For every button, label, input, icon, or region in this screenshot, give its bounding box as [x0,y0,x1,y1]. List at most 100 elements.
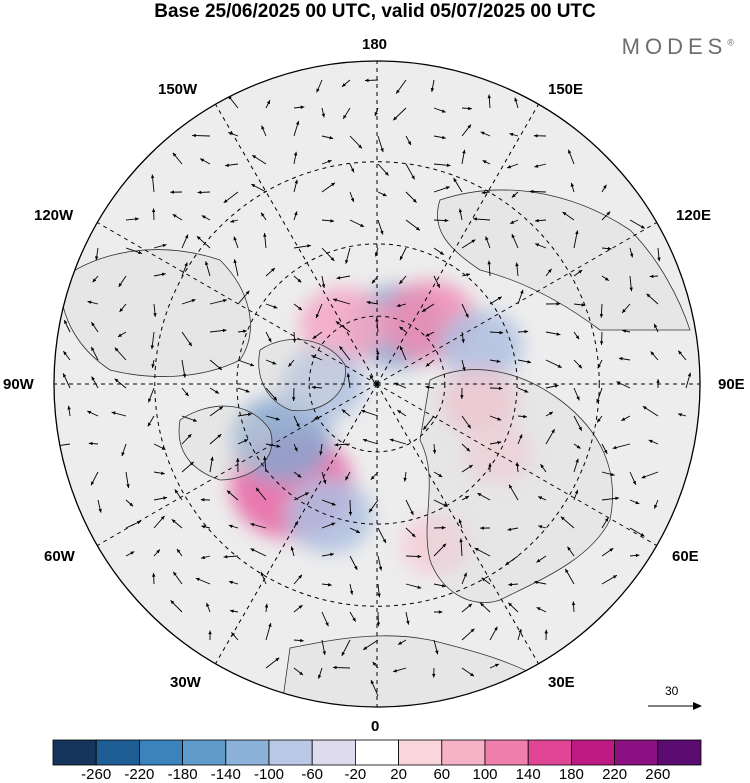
wind-vector-head [629,287,633,292]
wind-vector-head [369,375,374,380]
anomaly-blob [285,477,373,554]
wind-vector-head [508,602,513,607]
wind-vector-head [603,449,608,454]
wind-vector-head [384,171,389,176]
wind-vector-head [231,632,236,637]
wind-vector-head [345,476,349,481]
wind-vector-head [507,527,512,532]
wind-vector-head [507,165,512,169]
wind-vector-head [468,464,473,469]
wind-vector-head [185,392,189,397]
wind-vector-head [462,366,466,371]
colorbar-segment [527,739,572,766]
wind-vector-head [474,548,479,552]
wind-vector-head [91,376,95,381]
wind-vector-head [465,313,469,318]
wind-vector-head [425,333,430,337]
wind-vector-head [394,382,399,386]
wind-vector-head [331,182,335,187]
wind-vector-head [230,219,235,223]
wind-vector-head [151,363,155,368]
wind-vector-head [297,278,302,283]
wind-vector-head [273,396,277,401]
lon-label-0: 0 [371,718,380,735]
wind-vector-head [173,571,177,576]
wind-vector-head [459,538,463,543]
wind-vector-head [245,290,250,295]
registered-mark: ® [727,37,734,48]
wind-vector-head [403,477,407,482]
colorbar-tick-label: -180 [167,766,198,783]
wind-vector-head [360,223,365,227]
wind-vector-head [119,308,124,313]
wind-vector-head [91,322,95,327]
colorbar-tick-label: 100 [472,766,498,783]
wind-vector-head [153,313,157,317]
wind-vector-head [161,272,166,277]
wind-vector-head [515,262,519,267]
lon-label-60e: 60E [672,548,699,565]
wind-vector-head [417,554,422,559]
wind-vector-head [575,335,580,340]
wind-vector-head [189,461,194,466]
wind-vector-head [295,120,300,125]
wind-vector-head [294,447,298,452]
wind-vector-head [534,218,539,223]
wind-vector-head [480,526,484,530]
wind-vector-head [126,484,130,488]
wind-vector-head [425,362,430,367]
wind-vector-head [607,246,612,251]
wind-vector-head [188,342,192,347]
wind-vector-head [557,364,562,368]
wind-vector-head [441,584,446,588]
lon-label-90w: 90W [3,376,34,393]
wind-vector-head [251,184,256,188]
wind-vector-head [317,674,322,679]
wind-vector-head [228,524,233,528]
wind-vector-head [436,283,440,288]
wind-vector-head [487,94,492,99]
wind-vector-head [332,665,337,670]
wind-vector-head [438,610,443,614]
wind-vector-head [510,220,515,224]
wind-vector-head [160,471,165,475]
wind-vector-head [520,289,524,294]
wind-vector-head [393,669,398,673]
wind-vector-head [622,329,627,333]
wind-vector-head [201,525,206,529]
wind-vector-head [233,259,237,264]
wind-vector-head [473,217,477,221]
wind-vector-head [321,284,326,288]
wind-vector-head [316,88,320,93]
meridian-line [376,383,539,664]
latitude-circle [236,243,518,525]
wind-vector-head [121,452,125,457]
wind-vector-head [481,190,486,195]
wind-vector-head [556,332,561,336]
wind-vector-head [223,298,227,303]
wind-vector-head [150,174,155,179]
landmass [419,369,613,603]
wind-vector-head [562,211,567,216]
wind-vector-head [150,345,155,350]
wind-vector-head [206,602,210,607]
wind-vector-head [610,472,615,477]
wind-vector-head [118,282,123,287]
wind-vector-head [538,525,543,529]
anomaly-blob [400,514,471,576]
wind-vector-head [299,671,304,676]
wind-vector-head [376,350,380,355]
wind-vector-head [470,672,474,677]
wind-vector-head [524,389,529,393]
wind-vector-head [515,462,520,467]
wind-vector-head [678,413,682,417]
wind-vector-head [509,484,513,489]
wind-vector-head [233,236,237,241]
wind-vector-head [571,601,576,606]
wind-vector-head [201,555,206,560]
colorbar-tick-label: 180 [558,766,584,783]
wind-vector-head [138,250,143,255]
wind-vector-head [92,278,97,283]
wind-vector-head [176,548,181,553]
wind-vector-head [363,646,368,650]
